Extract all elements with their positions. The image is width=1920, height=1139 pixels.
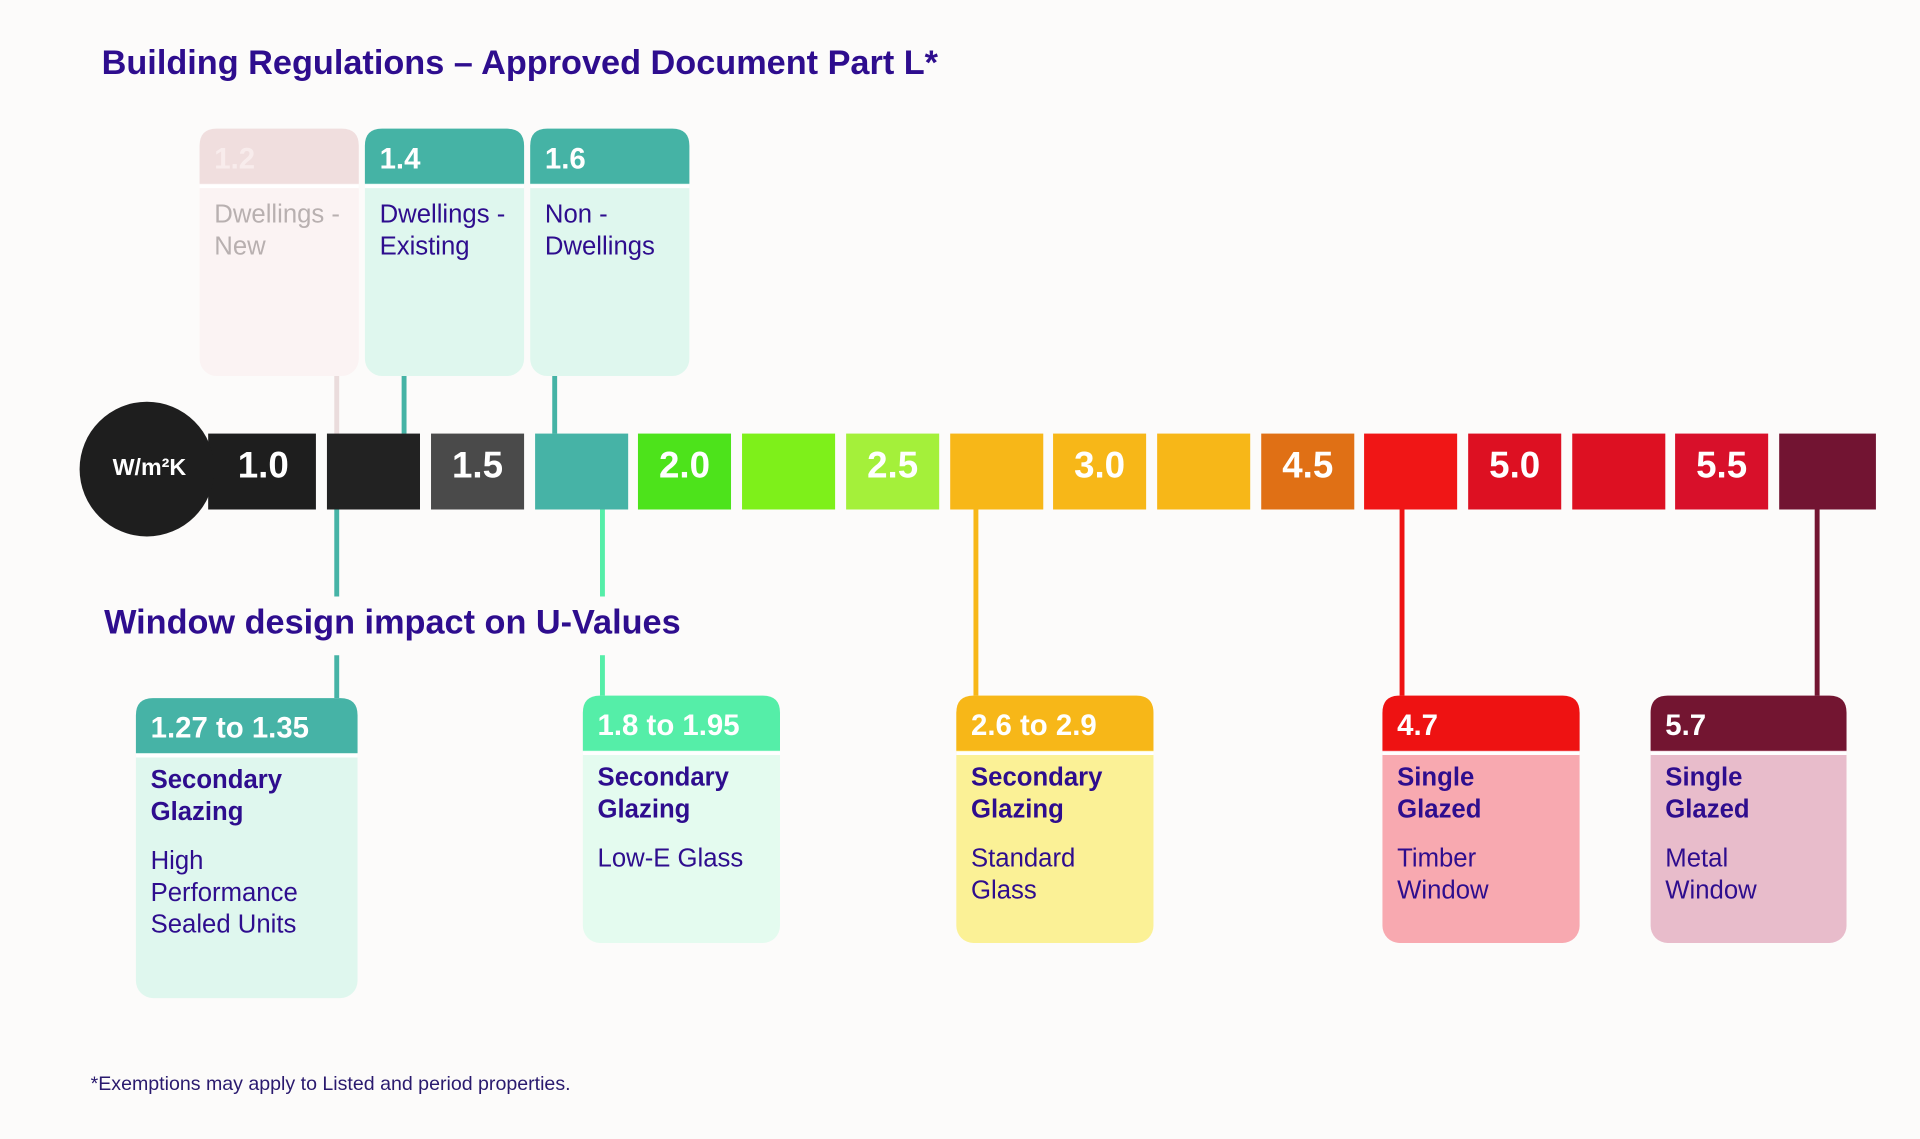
window-title: Secondary xyxy=(598,764,730,792)
window-title: Glazed xyxy=(1397,796,1481,824)
window-detail: Sealed Units xyxy=(151,911,297,939)
scale-segment xyxy=(1779,433,1876,510)
box-header xyxy=(1650,695,1847,751)
box-header xyxy=(1382,695,1580,751)
scale-segment xyxy=(535,433,629,510)
scale-segment xyxy=(1468,433,1562,510)
scale-segment xyxy=(1261,433,1355,510)
scale-segment xyxy=(1364,433,1458,510)
regulation-value: 1.6 xyxy=(545,142,586,175)
window-detail: High xyxy=(151,847,204,875)
window-value: 1.27 to 1.35 xyxy=(151,712,309,745)
box-body xyxy=(199,128,359,377)
window-value: 1.8 to 1.95 xyxy=(598,709,740,742)
window-title: Secondary xyxy=(151,766,283,794)
box-body xyxy=(1650,695,1847,943)
scale-segment xyxy=(846,433,940,510)
window-title: Secondary xyxy=(971,764,1103,792)
window-title: Glazing xyxy=(598,796,691,824)
scale-segment xyxy=(1157,433,1251,510)
scale-segment xyxy=(950,433,1044,510)
box-body xyxy=(1382,695,1580,943)
regulation-label: Non - xyxy=(545,200,608,228)
scale-segment xyxy=(1675,433,1769,510)
regulation-label: New xyxy=(214,232,266,260)
box-header xyxy=(530,128,690,184)
window-detail: Low-E Glass xyxy=(598,845,744,873)
window-detail: Window xyxy=(1665,876,1757,904)
scale-segment xyxy=(1053,433,1147,510)
window-detail: Standard xyxy=(971,845,1075,873)
scale-label: 5.5 xyxy=(1696,445,1747,486)
footnote: *Exemptions may apply to Listed and peri… xyxy=(91,1073,571,1095)
box-body xyxy=(530,128,690,377)
scale-label: 1.0 xyxy=(238,445,289,486)
window-detail: Glass xyxy=(971,876,1037,904)
regulation-value: 1.4 xyxy=(380,142,421,175)
scale-segment xyxy=(742,433,836,510)
window-detail: Window xyxy=(1397,876,1489,904)
window-detail: Performance xyxy=(151,879,298,907)
scale-segment xyxy=(431,433,525,510)
regulation-label: Dwellings - xyxy=(380,200,506,228)
scale-segment xyxy=(208,433,316,510)
scale-label: 1.5 xyxy=(452,445,503,486)
box-header xyxy=(199,128,359,184)
box-header xyxy=(135,698,358,754)
window-title: Single xyxy=(1665,764,1742,792)
window-value: 5.7 xyxy=(1665,709,1706,742)
scale-segment xyxy=(1572,433,1666,510)
window-value: 4.7 xyxy=(1397,709,1438,742)
scale-label: 3.0 xyxy=(1074,445,1125,486)
window-detail: Metal xyxy=(1665,845,1728,873)
unit-label: W/m²K xyxy=(113,454,187,480)
regulation-label: Dwellings xyxy=(545,232,655,260)
regulation-label: Dwellings - xyxy=(214,200,340,228)
section-title: Window design impact on U-Values xyxy=(104,604,681,642)
regulation-label: Existing xyxy=(380,232,470,260)
box-body xyxy=(956,695,1154,943)
box-header xyxy=(956,695,1154,751)
box-header xyxy=(582,695,780,751)
scale-segment xyxy=(326,433,420,510)
box-body xyxy=(582,695,780,943)
box-header xyxy=(364,128,525,184)
window-title: Glazed xyxy=(1665,796,1749,824)
scale-segment xyxy=(637,433,732,510)
window-value: 2.6 to 2.9 xyxy=(971,709,1097,742)
unit-badge xyxy=(79,401,215,537)
title: Building Regulations – Approved Document… xyxy=(102,44,939,82)
scale-label: 2.0 xyxy=(659,445,710,486)
window-title: Glazing xyxy=(971,796,1064,824)
scale-label: 5.0 xyxy=(1489,445,1540,486)
scale-label: 4.5 xyxy=(1282,445,1333,486)
window-title: Glazing xyxy=(151,798,244,826)
scale-label: 2.5 xyxy=(867,445,918,486)
box-body xyxy=(135,698,358,999)
window-title: Single xyxy=(1397,764,1474,792)
window-detail: Timber xyxy=(1397,845,1476,873)
box-body xyxy=(364,128,525,377)
regulation-value: 1.2 xyxy=(214,142,255,175)
